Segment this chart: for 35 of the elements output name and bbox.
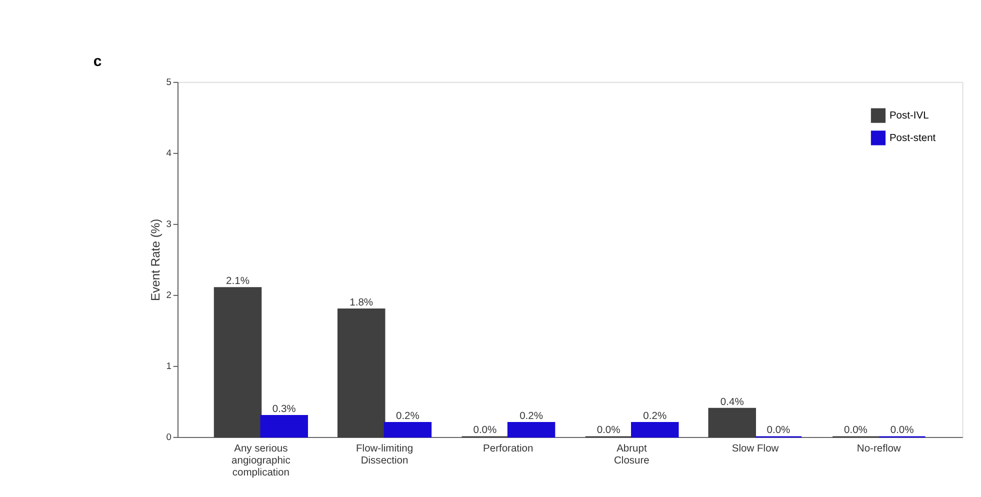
data-label: 0.0% (596, 425, 620, 436)
data-label: 2.1% (226, 276, 250, 288)
x-tick-label: No-reflow (856, 443, 902, 454)
data-label: 0.2% (520, 411, 543, 422)
bar (214, 287, 262, 438)
x-tick-label: Flow-limiting Dissection (356, 443, 414, 467)
y-tick-label: 0 (166, 432, 172, 442)
x-tick-label: Any serious angiographic complication (232, 443, 290, 479)
data-label: 0.2% (643, 411, 667, 422)
bar (337, 308, 386, 438)
x-tick-label: Abrupt Closure (614, 443, 650, 467)
data-label: 0.0% (473, 425, 497, 436)
data-label: 0.2% (396, 411, 420, 422)
data-label: 0.0% (766, 425, 790, 436)
data-label: 0.0% (890, 425, 914, 436)
data-label: 0.3% (272, 404, 296, 415)
text: c (93, 53, 102, 70)
data-label: 0.0% (844, 425, 868, 436)
data-label: 0.4% (720, 396, 744, 408)
bar (384, 422, 432, 438)
y-axis-title: Event Rate (%) (148, 218, 163, 302)
bar (708, 408, 756, 438)
legend-label: Post-stent (889, 132, 936, 144)
bar (260, 414, 308, 438)
y-tick-label: 4 (166, 148, 172, 158)
x-tick-label: Slow Flow (732, 443, 780, 454)
data-label: 1.8% (350, 297, 374, 308)
bar (507, 422, 556, 438)
x-tick-label: Perforation (483, 443, 534, 454)
legend-label: Post-IVL (889, 110, 930, 122)
y-tick-label: 2 (166, 290, 172, 300)
bar (631, 422, 679, 438)
y-tick-label: 1 (166, 361, 172, 372)
y-tick-label: 3 (166, 219, 172, 230)
y-tick-label: 5 (166, 77, 172, 88)
